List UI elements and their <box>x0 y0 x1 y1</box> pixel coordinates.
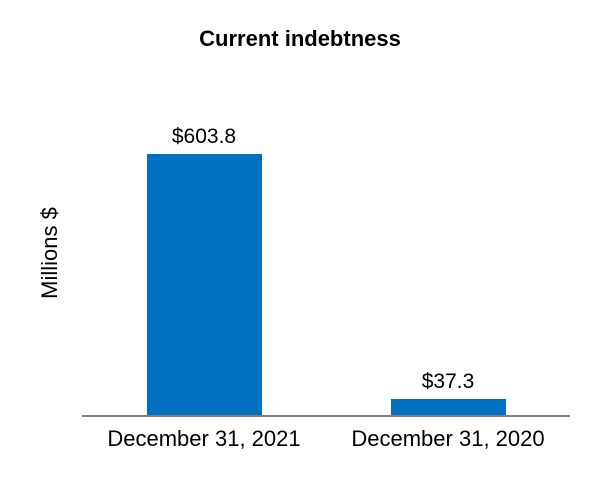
bar-value-label: $37.3 <box>421 369 475 393</box>
chart-title: Current indebtness <box>199 26 401 51</box>
bar <box>146 154 262 415</box>
bar-value-label: $603.8 <box>171 124 237 148</box>
plot-area: $603.8 $37.3 <box>82 115 570 417</box>
x-axis-labels: December 31, 2021 December 31, 2020 <box>82 426 570 452</box>
y-axis-label: Millions $ <box>37 207 62 299</box>
x-axis-label: December 31, 2020 <box>351 426 545 451</box>
bar <box>390 399 506 415</box>
bar-column: $37.3 <box>326 115 570 415</box>
x-axis-label: December 31, 2021 <box>107 426 301 451</box>
bar-column: $603.8 <box>82 115 326 415</box>
